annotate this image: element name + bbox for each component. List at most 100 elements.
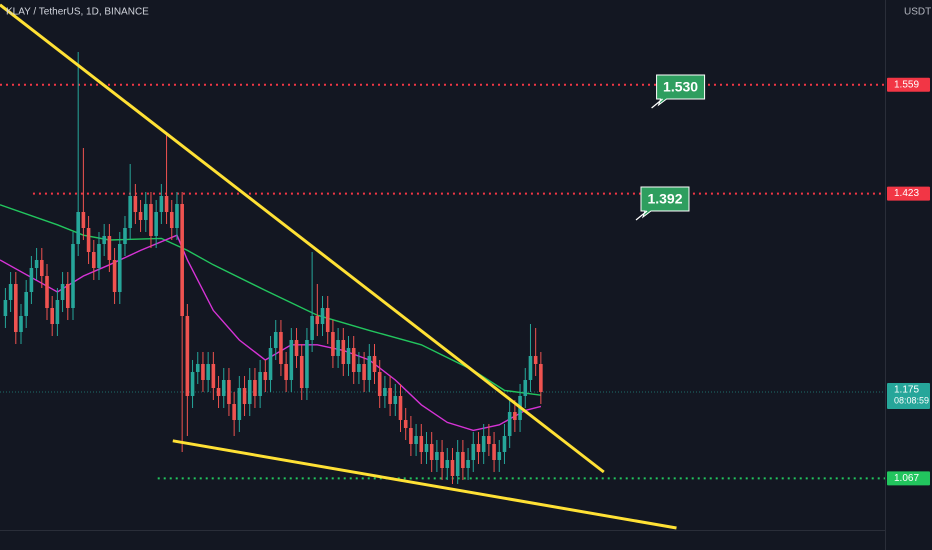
candle-body: [190, 372, 195, 396]
candle-body: [445, 460, 450, 468]
candle-body: [487, 436, 491, 444]
candle-body: [253, 380, 257, 396]
price-axis-label: 1.559: [894, 79, 919, 90]
candle-body: [310, 316, 314, 340]
candle-body: [476, 444, 481, 452]
candle-body: [175, 204, 179, 228]
candle-body: [201, 364, 205, 380]
candle-body: [299, 356, 304, 388]
candle-body: [19, 316, 23, 332]
candle-body: [440, 452, 444, 468]
candle-body: [14, 284, 18, 332]
candle-body: [497, 452, 502, 460]
candle-body: [357, 364, 361, 372]
candle-body: [305, 340, 309, 388]
last-price-box: [887, 383, 930, 409]
candle-body: [403, 420, 408, 428]
candle-body: [112, 260, 117, 292]
countdown-label: 08:08:59: [894, 395, 929, 405]
candle-body: [123, 228, 127, 244]
candle-body: [284, 364, 288, 380]
chart-title: KLAY / TetherUS, 1D, BINANCE: [6, 7, 149, 18]
callout-pointer: [635, 210, 648, 221]
trend-line: [172, 439, 677, 530]
candle-body: [273, 332, 278, 348]
callout-label: 1.530: [663, 79, 698, 95]
candle-body: [450, 460, 455, 476]
candle-body: [107, 236, 112, 260]
candle-body: [55, 300, 60, 324]
candle-body: [86, 228, 91, 252]
candle-body: [216, 388, 221, 396]
candle-body: [398, 396, 403, 420]
candle-body: [242, 388, 247, 404]
candle-body: [76, 212, 80, 244]
candle-body: [149, 204, 153, 236]
candle-body: [502, 436, 507, 452]
candle-body: [419, 436, 424, 452]
candle-body: [279, 332, 283, 364]
candle-body: [424, 444, 429, 452]
candle-body: [409, 428, 413, 444]
candle-body: [315, 316, 320, 324]
candle-body: [377, 372, 382, 396]
candle-body: [29, 268, 34, 292]
candle-body: [195, 364, 200, 372]
candle-body: [435, 452, 439, 460]
candle-body: [268, 348, 273, 380]
candle-body: [206, 364, 210, 380]
candle-body: [388, 388, 392, 404]
price-axis-label: 1.423: [894, 188, 919, 199]
candle-body: [325, 308, 330, 332]
candle-body: [164, 196, 169, 212]
candle-body: [71, 244, 75, 308]
candle-body: [383, 388, 387, 396]
candle-body: [362, 364, 366, 380]
callout-pointer: [651, 98, 663, 109]
candle-body: [185, 316, 190, 396]
candle-body: [117, 244, 122, 292]
candle-body: [507, 412, 512, 436]
candle-body: [258, 372, 262, 396]
candle-body: [91, 252, 96, 268]
candle-body: [429, 444, 434, 460]
price-axis-box: [887, 77, 930, 92]
candle-body: [143, 204, 148, 220]
candle-body: [237, 388, 242, 420]
candle-body: [351, 348, 356, 372]
price-axis-box: [887, 186, 930, 201]
candle-body: [263, 372, 268, 380]
candle-body: [528, 356, 533, 380]
candle-body: [227, 380, 231, 404]
candle-body: [24, 292, 29, 316]
candle-body: [523, 380, 528, 396]
candle-body: [81, 212, 86, 228]
candle-body: [346, 348, 351, 364]
candle-body: [372, 356, 377, 372]
candle-body: [211, 364, 216, 388]
candle-body: [320, 308, 325, 324]
candle-body: [247, 380, 252, 404]
trend-line: [0, 3, 605, 474]
price-unit: USDT: [904, 7, 931, 18]
candle-body: [289, 340, 294, 380]
candle-body: [331, 332, 335, 356]
price-axis-label: 1.067: [894, 473, 919, 484]
callout-box: [656, 74, 706, 107]
candle-body: [294, 340, 299, 356]
candle-body: [65, 284, 70, 308]
candle-body: [539, 364, 543, 392]
candle-body: [128, 196, 132, 228]
candle-body: [159, 196, 164, 212]
candle-body: [414, 436, 418, 444]
candle-body: [393, 396, 398, 404]
candle-body: [466, 460, 470, 468]
candle-body: [232, 404, 236, 420]
candle-body: [3, 300, 8, 316]
candle-body: [50, 308, 54, 324]
candle-body: [492, 444, 496, 460]
candle-body: [341, 340, 346, 364]
candle-body: [8, 284, 13, 300]
